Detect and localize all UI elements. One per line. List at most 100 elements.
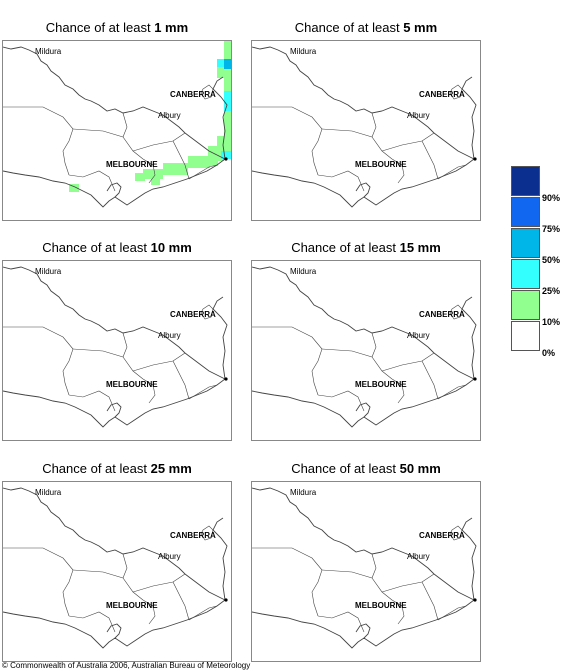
legend-swatch-10 <box>511 290 540 320</box>
legend-label-50: 50% <box>542 255 561 265</box>
district-boundary-line <box>188 384 218 400</box>
district-boundary-line <box>381 352 435 372</box>
label-canberra: CANBERRA <box>419 310 465 319</box>
coast-border-line <box>252 599 475 649</box>
legend-label-10: 10% <box>542 317 561 327</box>
district-boundary-line <box>132 352 186 372</box>
district-boundary-line <box>252 547 323 617</box>
coast-border-line <box>252 378 475 428</box>
district-boundary-line <box>72 569 144 601</box>
label-canberra: CANBERRA <box>170 531 216 540</box>
district-boundary-line <box>172 581 190 621</box>
district-boundary-line <box>421 140 439 180</box>
probability-legend: 90% 75% 50% 25% 10% 0% <box>511 166 567 358</box>
district-boundary-line <box>252 326 323 396</box>
legend-swatch-75 <box>511 197 540 227</box>
map-25mm: Mildura CANBERRA Albury MELBOURNE <box>2 481 232 662</box>
district-boundary-line <box>321 348 393 380</box>
victoria-outline <box>252 266 477 428</box>
district-boundary-line <box>106 402 122 418</box>
label-mildura: Mildura <box>290 267 317 276</box>
coast-border-line <box>252 266 475 380</box>
copyright-notice: © Commonwealth of Australia 2006, Austra… <box>2 661 251 670</box>
label-canberra: CANBERRA <box>419 90 465 99</box>
district-boundary-line <box>321 128 393 160</box>
coast-border-line <box>252 158 475 208</box>
district-boundary-line <box>122 112 128 138</box>
panel-title: Chance of at least 1 mm <box>45 20 189 35</box>
legend-label-0: 0% <box>542 348 556 358</box>
district-boundary-line <box>421 581 439 621</box>
district-boundary-line <box>461 296 477 380</box>
coast-border-line <box>252 487 475 601</box>
district-boundary-line <box>391 599 405 625</box>
victoria-outline <box>252 46 477 208</box>
gabo-island-marker <box>224 157 228 161</box>
map-1mm: Mildura CANBERRA Albury MELBOURNE <box>2 40 232 221</box>
district-boundary-line <box>212 517 228 601</box>
label-canberra: CANBERRA <box>419 531 465 540</box>
label-canberra: CANBERRA <box>170 310 216 319</box>
panel-title: Chance of at least 5 mm <box>294 20 438 35</box>
coast-border-line <box>3 158 226 208</box>
victoria-outline <box>252 487 477 649</box>
district-boundary-line <box>142 158 156 184</box>
label-melbourne: MELBOURNE <box>355 160 407 169</box>
district-boundary-line <box>391 158 405 184</box>
district-boundary-line <box>3 547 74 617</box>
district-boundary-line <box>355 402 371 418</box>
legend-label-75: 75% <box>542 224 561 234</box>
label-melbourne: MELBOURNE <box>106 380 158 389</box>
district-boundary-line <box>321 569 393 601</box>
district-boundary-line <box>355 623 371 639</box>
district-boundary-line <box>72 128 144 160</box>
district-boundary-line <box>188 605 218 621</box>
gabo-island-marker <box>473 377 477 381</box>
district-boundary-line <box>437 384 467 400</box>
district-boundary-line <box>68 390 116 412</box>
district-boundary-line <box>317 170 365 192</box>
label-albury: Albury <box>158 111 181 120</box>
gabo-island-marker <box>224 377 228 381</box>
district-boundary-line <box>200 304 214 320</box>
label-mildura: Mildura <box>35 267 62 276</box>
label-albury: Albury <box>407 552 430 561</box>
district-boundary-line <box>371 332 377 358</box>
label-melbourne: MELBOURNE <box>106 160 158 169</box>
map-15mm: Mildura CANBERRA Albury MELBOURNE <box>251 260 481 441</box>
coast-border-line <box>3 46 226 160</box>
panel-title: Chance of at least 15 mm <box>291 240 441 255</box>
district-boundary-line <box>68 170 116 192</box>
label-canberra: CANBERRA <box>170 90 216 99</box>
district-boundary-line <box>317 390 365 412</box>
district-boundary-line <box>212 296 228 380</box>
district-boundary-line <box>391 378 405 404</box>
district-boundary-line <box>106 623 122 639</box>
coast-border-line <box>3 378 226 428</box>
victoria-outline <box>3 266 228 428</box>
legend-swatch-0 <box>511 321 540 351</box>
gabo-island-marker <box>473 157 477 161</box>
label-albury: Albury <box>158 552 181 561</box>
coast-border-line <box>3 266 226 380</box>
legend-swatch-50 <box>511 228 540 258</box>
coast-border-line <box>3 487 226 601</box>
panel-title: Chance of at least 25 mm <box>42 461 192 476</box>
gabo-island-marker <box>224 598 228 602</box>
district-boundary-line <box>461 76 477 160</box>
legend-swatch-90 <box>511 166 540 196</box>
district-boundary-line <box>381 573 435 593</box>
district-boundary-line <box>252 106 323 176</box>
district-boundary-line <box>106 182 122 198</box>
district-boundary-line <box>437 605 467 621</box>
victoria-outline <box>3 46 228 208</box>
district-boundary-line <box>3 326 74 396</box>
victoria-outline <box>3 487 228 649</box>
district-boundary-line <box>68 611 116 633</box>
district-boundary-line <box>122 553 128 579</box>
district-boundary-line <box>355 182 371 198</box>
label-albury: Albury <box>158 331 181 340</box>
district-boundary-line <box>212 76 228 160</box>
label-mildura: Mildura <box>290 488 317 497</box>
legend-swatch-25 <box>511 259 540 289</box>
